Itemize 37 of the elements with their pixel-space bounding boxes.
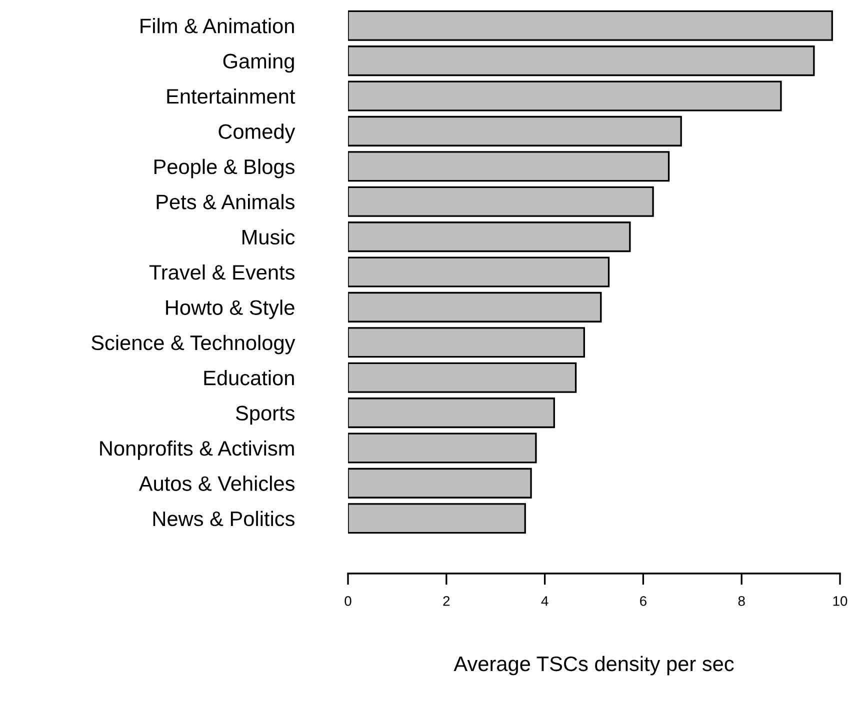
bar bbox=[348, 432, 537, 464]
y-tick-label: Science & Technology bbox=[92, 334, 296, 354]
bar bbox=[348, 362, 577, 393]
bar bbox=[348, 292, 602, 322]
y-tick-label: People & Blogs bbox=[154, 158, 294, 178]
y-tick-label: Entertainment bbox=[167, 88, 296, 104]
bar bbox=[348, 256, 610, 288]
y-tick-label: Travel & Events bbox=[149, 264, 294, 280]
x-axis-title: Average TSCs density per sec bbox=[454, 656, 734, 676]
y-tick-label: Nonprofits & Activism bbox=[100, 440, 294, 460]
bar bbox=[348, 398, 555, 428]
bar bbox=[348, 80, 782, 112]
x-tick-label: 4 bbox=[541, 596, 548, 606]
x-tick-label: 10 bbox=[833, 596, 848, 606]
bar bbox=[348, 46, 815, 76]
x-tick-label: 0 bbox=[344, 596, 352, 606]
bar bbox=[348, 10, 833, 41]
y-tick-label: Pets & Animals bbox=[156, 194, 294, 210]
bar bbox=[348, 468, 532, 498]
y-tick-label: Education bbox=[204, 370, 294, 386]
bar bbox=[348, 222, 631, 252]
bar bbox=[348, 151, 670, 182]
bar bbox=[348, 503, 526, 534]
y-tick-label: Music bbox=[242, 229, 295, 245]
bar bbox=[348, 327, 585, 358]
x-tick-label: 2 bbox=[443, 596, 450, 606]
y-tick-label: News & Politics bbox=[153, 510, 294, 526]
x-tick-label: 6 bbox=[640, 596, 646, 606]
y-tick-label: Howto & Style bbox=[166, 300, 294, 320]
bar bbox=[348, 186, 654, 217]
bar bbox=[348, 116, 682, 146]
y-tick-label: Film & Animation bbox=[140, 18, 294, 34]
y-tick-label: Comedy bbox=[218, 124, 296, 144]
x-tick-label: 8 bbox=[738, 596, 745, 606]
y-tick-label: Sports bbox=[236, 406, 294, 425]
y-tick-label: Autos & Vehicles bbox=[138, 476, 294, 491]
y-tick-label: Gaming bbox=[223, 53, 294, 73]
